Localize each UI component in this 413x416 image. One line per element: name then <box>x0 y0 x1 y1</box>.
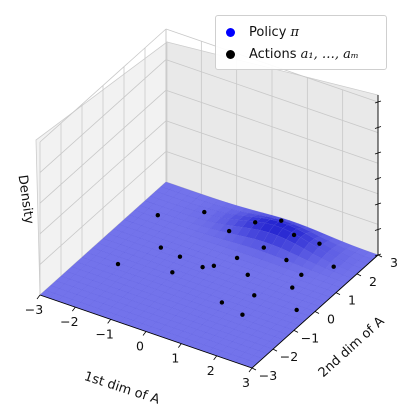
y-tick-mark <box>314 311 320 314</box>
x-tick-label: −2 <box>60 314 78 329</box>
legend-marker-policy <box>226 27 235 37</box>
grid-line <box>165 59 379 133</box>
action-point <box>252 293 257 298</box>
y-tick-label: 0 <box>327 312 335 327</box>
grid-line <box>39 59 167 173</box>
x-tick-label: −1 <box>95 326 113 341</box>
y-tick-label: −3 <box>259 368 277 383</box>
y-tick-mark <box>293 329 299 333</box>
action-point <box>245 272 250 278</box>
y-tick-mark <box>335 292 341 296</box>
x-tick-mark <box>142 331 147 336</box>
x-tick-mark <box>72 306 76 312</box>
z-axis-label: Density <box>15 174 37 225</box>
x-tick-label: 3 <box>242 375 250 390</box>
x-tick-mark <box>248 367 253 373</box>
action-point <box>253 220 258 225</box>
grid-line <box>39 28 167 143</box>
legend: Policy π Actions a₁, …, aₘ <box>215 15 387 70</box>
x-tick-label: 2 <box>207 363 215 378</box>
action-point <box>234 255 240 261</box>
grid-line <box>39 151 167 265</box>
x-tick-mark <box>213 355 217 361</box>
x-tick-mark <box>178 343 182 348</box>
action-point <box>299 272 304 278</box>
action-point <box>240 312 245 317</box>
z-tick-mark <box>374 100 382 104</box>
x-tick-mark <box>107 319 111 324</box>
y-tick-mark <box>377 254 383 258</box>
action-point <box>177 254 183 259</box>
grid-line <box>39 120 167 235</box>
x-tick-label: 0 <box>136 339 144 354</box>
grid-line <box>165 89 379 164</box>
legend-item-policy: Policy π <box>226 22 299 42</box>
action-point <box>170 270 175 275</box>
y-tick-label: −2 <box>280 349 298 364</box>
action-point <box>279 218 284 223</box>
action-point <box>331 264 336 269</box>
action-point <box>115 261 121 267</box>
y-tick-mark <box>272 348 278 352</box>
legend-marker-actions <box>226 49 235 59</box>
x-ticks: −3 −2 −1 0 1 2 3 <box>25 294 253 390</box>
action-point <box>202 209 207 215</box>
y-tick-label: 2 <box>369 274 377 289</box>
action-point <box>155 212 160 218</box>
z-tick-mark <box>374 151 382 155</box>
action-point <box>200 264 205 270</box>
grid-line <box>39 89 167 204</box>
y-tick-label: 1 <box>348 293 356 308</box>
density-surface <box>39 181 379 369</box>
action-point <box>284 257 289 263</box>
y-tick-label: −1 <box>301 330 319 345</box>
action-point <box>317 241 322 246</box>
action-point <box>211 263 217 268</box>
action-point <box>226 228 232 234</box>
y-tick-mark <box>251 367 257 371</box>
y-tick-label: 3 <box>390 255 398 270</box>
z-tick-mark <box>374 202 382 206</box>
x-tick-label: −3 <box>25 302 43 317</box>
legend-label-policy: Policy π <box>249 24 300 40</box>
action-point <box>261 245 266 250</box>
legend-item-actions: Actions a₁, …, aₘ <box>226 44 359 64</box>
action-point <box>219 300 225 305</box>
x-tick-mark <box>36 294 41 300</box>
z-tick-mark <box>374 228 382 231</box>
action-point <box>158 245 164 250</box>
action-points <box>115 209 336 317</box>
action-point <box>294 307 299 313</box>
x-axis-label: 1st dim of A <box>82 369 161 408</box>
x-tick-label: 1 <box>171 351 179 366</box>
action-point <box>290 285 295 290</box>
grid-line <box>165 151 379 225</box>
z-tick-mark <box>374 126 382 129</box>
grid-line <box>165 120 379 195</box>
y-tick-mark <box>356 273 362 277</box>
action-point <box>291 232 297 238</box>
z-ticks <box>374 100 382 257</box>
z-tick-mark <box>374 253 382 257</box>
legend-label-actions: Actions a₁, …, aₘ <box>249 46 359 62</box>
z-tick-mark <box>374 177 382 180</box>
